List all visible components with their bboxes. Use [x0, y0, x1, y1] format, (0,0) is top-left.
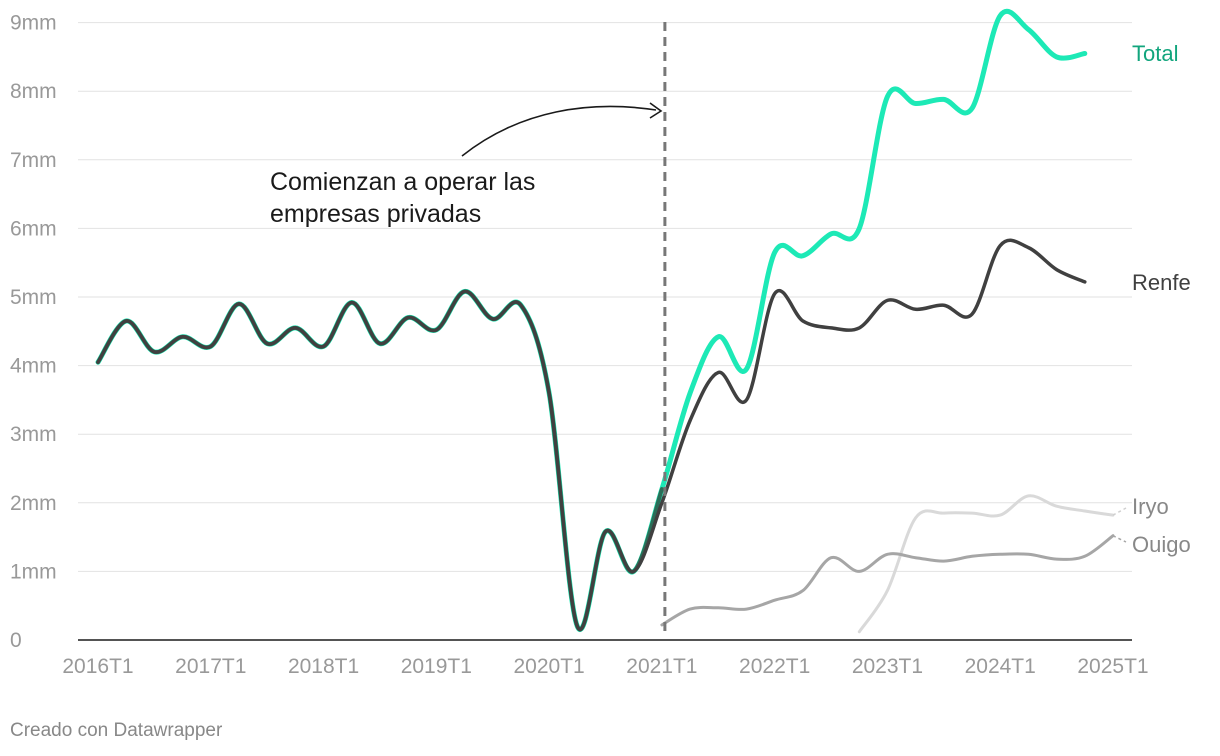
x-tick-label: 2023T1 [852, 655, 923, 678]
y-tick-label: 6mm [10, 217, 57, 240]
x-tick-label: 2025T1 [1077, 655, 1148, 678]
gridlines [78, 22, 1132, 641]
annotation-arrowhead [649, 102, 663, 119]
annotation-arrow [461, 105, 657, 157]
x-tick-label: 2016T1 [62, 655, 133, 678]
series-label-iryo: Iryo [1132, 494, 1169, 519]
series-label-renfe: Renfe [1132, 270, 1191, 295]
series-label-ouigo: Ouigo [1132, 532, 1191, 557]
annotation-line1: Comienzan a operar las [270, 168, 535, 196]
series-line-iryo [857, 494, 1115, 634]
x-tick-label: 2018T1 [288, 655, 359, 678]
series-line-renfe [96, 238, 1087, 632]
credit-text: Creado con Datawrapper [10, 720, 223, 741]
y-tick-label: 0 [10, 629, 22, 652]
x-tick-label: 2022T1 [739, 655, 810, 678]
annotation-line2: empresas privadas [270, 200, 481, 228]
series-line-total [95, 8, 1088, 632]
y-tick-label: 3mm [10, 423, 57, 446]
y-tick-label: 5mm [10, 286, 57, 309]
y-tick-label: 7mm [10, 149, 57, 172]
ouigo-label-connector [1112, 535, 1127, 543]
y-tick-label: 8mm [10, 80, 57, 103]
x-tick-label: 2024T1 [965, 655, 1036, 678]
series-lines [95, 8, 1127, 634]
x-tick-label: 2017T1 [175, 655, 246, 678]
annotation-group: Comienzan a operar las empresas privadas [270, 102, 663, 228]
y-tick-label: 2mm [10, 492, 57, 515]
iryo-label-connector [1112, 507, 1127, 516]
x-tick-label: 2020T1 [513, 655, 584, 678]
series-label-total: Total [1132, 41, 1178, 66]
series-line-ouigo [660, 534, 1115, 627]
x-tick-label: 2019T1 [401, 655, 472, 678]
y-tick-label: 9mm [10, 12, 57, 35]
series-labels: Total Renfe Iryo Ouigo [1132, 41, 1191, 557]
y-tick-label: 4mm [10, 355, 57, 378]
y-axis-ticks: 0 1mm 2mm 3mm 4mm 5mm 6mm 7mm 8mm 9mm [10, 12, 57, 652]
y-tick-label: 1mm [10, 560, 57, 583]
x-tick-label: 2021T1 [626, 655, 697, 678]
x-axis-ticks: 2016T1 2017T1 2018T1 2019T1 2020T1 2021T1 2022… [62, 655, 1148, 678]
